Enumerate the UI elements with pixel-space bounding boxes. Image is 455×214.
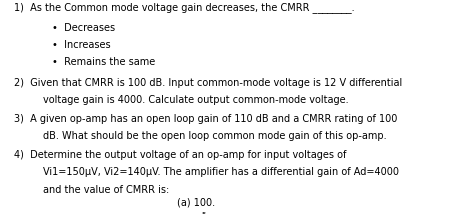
Text: 4)  Determine the output voltage of an op-amp for input voltages of: 4) Determine the output voltage of an op…	[14, 150, 346, 160]
Text: (a) 100.: (a) 100.	[177, 198, 216, 208]
Text: •  Decreases: • Decreases	[52, 23, 116, 33]
Text: 2)  Given that CMRR is 100 dB. Input common-mode voltage is 12 V differential: 2) Given that CMRR is 100 dB. Input comm…	[14, 78, 402, 88]
Text: 1)  As the Common mode voltage gain decreases, the CMRR ________.: 1) As the Common mode voltage gain decre…	[14, 2, 354, 13]
Text: 3)  A given op-amp has an open loop gain of 110 dB and a CMRR rating of 100: 3) A given op-amp has an open loop gain …	[14, 114, 397, 124]
Text: •  Remains the same: • Remains the same	[52, 57, 156, 67]
Text: 5: 5	[201, 212, 206, 214]
Text: •  Increases: • Increases	[52, 40, 111, 50]
Text: dB. What should be the open loop common mode gain of this op-amp.: dB. What should be the open loop common …	[43, 131, 387, 141]
Text: and the value of CMRR is:: and the value of CMRR is:	[43, 185, 169, 195]
Text: Vi1=150μV, Vi2=140μV. The amplifier has a differential gain of Ad=4000: Vi1=150μV, Vi2=140μV. The amplifier has …	[43, 168, 399, 177]
Text: voltage gain is 4000. Calculate output common-mode voltage.: voltage gain is 4000. Calculate output c…	[43, 95, 349, 105]
